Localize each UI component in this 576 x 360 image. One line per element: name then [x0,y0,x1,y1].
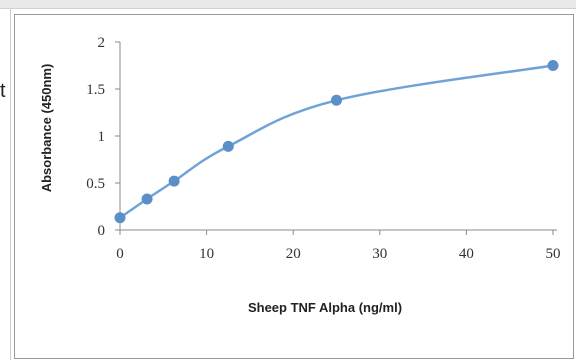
series-line [119,64,554,219]
x-tick-label: 0 [116,246,124,262]
x-axis-title: Sheep TNF Alpha (ng/ml) [248,300,402,315]
y-tick-label: 2 [98,35,106,51]
series-group [114,60,559,224]
data-point [331,94,342,106]
x-tick-label: 50 [546,246,561,262]
y-axis-title: Absorbance (450nm) [39,64,54,193]
data-point [547,60,559,71]
data-point [168,175,180,187]
window-top-bar [0,0,576,9]
y-tick-label: 1.5 [86,82,105,98]
y-tick-label: 1 [98,129,106,145]
data-point [114,212,126,224]
stray-text: t [0,80,6,102]
x-tick-label: 40 [459,246,474,262]
x-tick-label: 20 [286,246,301,262]
x-tick-label: 30 [372,246,387,262]
data-point [222,140,234,152]
y-tick-label: 0 [98,223,106,239]
x-tick-label: 10 [199,246,214,262]
data-point [141,193,153,205]
left-panel-edge [0,9,11,360]
y-tick-label: 0.5 [86,176,105,192]
chart-frame [14,14,574,359]
axes: 00.511.520 10 20 30 40 50 [86,35,560,262]
